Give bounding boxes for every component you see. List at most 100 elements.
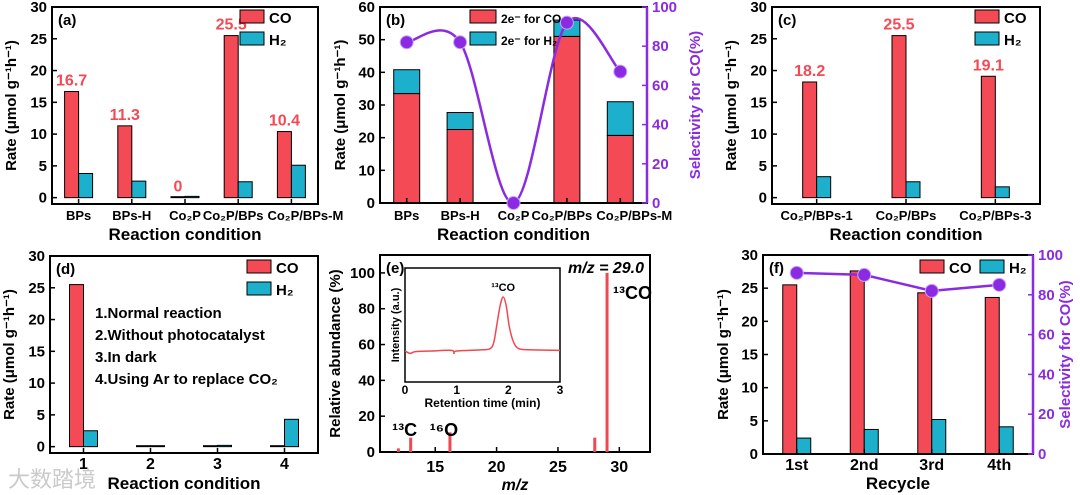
data-label: 18.2	[794, 63, 825, 80]
bar-co	[170, 196, 186, 199]
selectivity-point	[559, 15, 574, 30]
y-tick-label: 0	[37, 439, 45, 456]
y-tick-label: 0	[367, 444, 375, 461]
legend-label: H₂	[1004, 32, 1022, 49]
legend-label: H₂	[269, 32, 287, 49]
x-tick-label: 15	[426, 459, 444, 476]
y-tick-label: 5	[37, 407, 45, 424]
y-tick-label: 20	[28, 312, 45, 329]
y-tick-label: 25	[741, 280, 758, 297]
inset-line	[404, 296, 561, 355]
bar-h2	[796, 437, 812, 455]
y-tick-label: 20	[741, 313, 758, 330]
panel-label: (d)	[56, 261, 75, 278]
y-tick-label: 50	[358, 32, 375, 49]
x-axis-title: Reaction condition	[108, 474, 261, 493]
bar-h2	[184, 195, 200, 199]
legend-label: H₂	[276, 282, 294, 299]
x-tick-label: BPs-H	[441, 208, 480, 223]
bar-h2	[284, 418, 299, 448]
plot-frame	[379, 254, 651, 453]
bar-co	[606, 134, 634, 204]
spectrum-peak	[605, 272, 609, 452]
selectivity-point	[992, 277, 1007, 292]
y-tick-label: 10	[28, 375, 45, 392]
legend-swatch	[979, 259, 1005, 274]
bar-h2	[905, 181, 921, 199]
bar-co	[117, 125, 133, 199]
bar-co	[782, 284, 798, 455]
x-tick-label: BPs	[66, 208, 91, 223]
peak-label: ¹³CO	[613, 283, 652, 303]
panel-label: (e)	[386, 260, 404, 277]
annotation: 4.Using Ar to replace CO₂	[95, 371, 278, 388]
x-tick-label: 1	[79, 456, 88, 473]
bar-h2	[237, 181, 253, 199]
legend-swatch	[469, 31, 497, 46]
y-tick-label: 10	[30, 126, 47, 143]
x-tick-label: 20	[488, 459, 506, 476]
y-tick-label: 15	[750, 94, 767, 111]
x-axis-title: Reaction condition	[830, 225, 983, 244]
data-label: 25.5	[216, 17, 247, 34]
legend-swatch	[239, 9, 265, 24]
x-tick-label: 4	[280, 456, 289, 473]
x-tick-label: Co₂P/BPs-1	[781, 208, 853, 223]
bar-co	[64, 91, 80, 199]
y-tick-label: 0	[750, 446, 758, 463]
bar-co	[223, 35, 239, 199]
y-axis-title: Rate (μmol g⁻¹h⁻¹)	[332, 40, 349, 171]
chart-panel-a: 16.7 11.3 0 25.5 10.4 (a) 0 5 10 15 20 25 30 Rate (μm…	[3, 0, 343, 244]
bar-co	[984, 296, 1000, 455]
y-tick-label: 5	[759, 158, 767, 175]
legend-label: 2e⁻ for CO	[501, 12, 561, 26]
inset-chart: 0 1 2 3 Retention time (min) Intensity (a.u.)…	[390, 267, 564, 410]
plot-frame	[49, 255, 319, 454]
y-tick-label: 60	[358, 0, 375, 16]
x-axis-title: Recycle	[866, 474, 930, 493]
x-axis-title: Reaction condition	[109, 225, 262, 244]
inset-x-tick-label: 0	[402, 383, 409, 397]
legend-label: CO	[1004, 10, 1027, 27]
bar-co	[891, 35, 907, 199]
data-label: 19.1	[973, 57, 1004, 74]
annotation: 2.Without photocatalyst	[95, 327, 265, 344]
x-tick-label: Co₂P/BPs	[203, 208, 264, 223]
bar-co	[203, 445, 218, 448]
x-tick-label: 25	[549, 459, 567, 476]
data-label: 0	[174, 179, 183, 196]
x-tick-label: Co₂P/BPs-M	[596, 208, 672, 223]
legend-swatch	[246, 259, 272, 274]
x-tick-label: BPs-H	[112, 208, 151, 223]
spectrum-peak	[409, 437, 413, 452]
selectivity-line	[796, 271, 1000, 293]
bar-co	[276, 131, 292, 199]
selectivity-point	[613, 64, 628, 79]
panel-label: (f)	[769, 260, 784, 277]
bar-co	[393, 93, 421, 204]
x-tick-label: Co₂P	[169, 208, 201, 223]
bar-h2	[606, 101, 634, 136]
spectrum-peak	[593, 437, 597, 452]
y-tick-label: 5	[750, 413, 758, 430]
bar-h2	[78, 172, 94, 199]
y-tick-label: 0	[39, 190, 47, 207]
y2-axis-title: Selectivity for CO(%)	[1057, 280, 1074, 428]
bar-co	[270, 445, 285, 448]
x-tick-label: 3	[213, 456, 222, 473]
y-axis-title: Rate (μmol g⁻¹h⁻¹)	[723, 40, 740, 171]
y-tick-label: 100	[350, 265, 375, 282]
bar-co	[136, 445, 151, 448]
x-axis-title: Reaction condition	[437, 225, 590, 244]
bar-co	[69, 284, 84, 448]
bar-h2	[217, 444, 232, 448]
y-tick-label: 30	[28, 248, 45, 265]
bar-h2	[393, 69, 421, 95]
y-tick-label: 0	[759, 190, 767, 207]
spectrum-peak	[448, 432, 452, 452]
y-tick-label: 15	[741, 347, 758, 364]
inset-y-axis-title: Intensity (a.u.)	[390, 287, 402, 362]
y-axis-title: Rate (μmol g⁻¹h⁻¹)	[715, 289, 732, 420]
y-tick-label: 0	[367, 195, 375, 212]
